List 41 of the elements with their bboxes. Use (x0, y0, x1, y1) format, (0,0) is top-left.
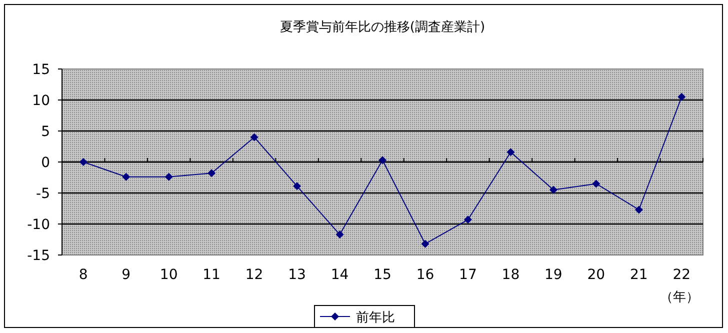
point (208, 169, 216, 178)
chart-title: 夏季賞与前年比の推移(調査産業計) (280, 19, 486, 35)
point (506, 148, 515, 156)
y-tick-label: -15 (27, 248, 50, 264)
x-tick-label: 16 (416, 267, 434, 283)
point (421, 240, 430, 248)
point (592, 180, 600, 188)
legend-label: 前年比 (356, 310, 395, 326)
y-tick-label: 10 (32, 93, 50, 109)
point (464, 216, 472, 224)
y-tick-label: -10 (27, 217, 50, 233)
point (336, 230, 344, 239)
point (378, 156, 386, 164)
x-tick-label: 22 (672, 267, 691, 283)
text: （年） (660, 290, 699, 305)
x-tick-label: 14 (330, 267, 349, 283)
x-tick-label: 19 (544, 267, 562, 283)
x-tick-label: 11 (202, 267, 220, 283)
point (250, 133, 258, 142)
x-tick-label: 12 (245, 267, 264, 283)
x-tick-label: 21 (630, 267, 648, 283)
point (79, 158, 88, 166)
y-tick-label: 15 (32, 62, 50, 78)
point (293, 182, 302, 190)
point (634, 206, 643, 214)
legend: 前年比 (314, 305, 415, 328)
x-tick-label: 8 (78, 267, 88, 283)
x-tick-label: 9 (122, 267, 131, 283)
point (549, 186, 558, 194)
x-tick-label: 10 (160, 267, 178, 283)
x-tick-label: 20 (587, 267, 606, 283)
point (164, 172, 173, 181)
y-tick-label: 5 (41, 124, 50, 140)
x-tick-label: 17 (459, 267, 477, 283)
y-tick-label: -5 (36, 186, 50, 202)
point (122, 172, 130, 181)
x-tick-label: 15 (374, 267, 392, 283)
y-tick-label: 0 (41, 155, 50, 171)
x-tick-label: 13 (288, 267, 306, 283)
x-tick-label: 18 (502, 267, 520, 283)
point (678, 92, 686, 101)
